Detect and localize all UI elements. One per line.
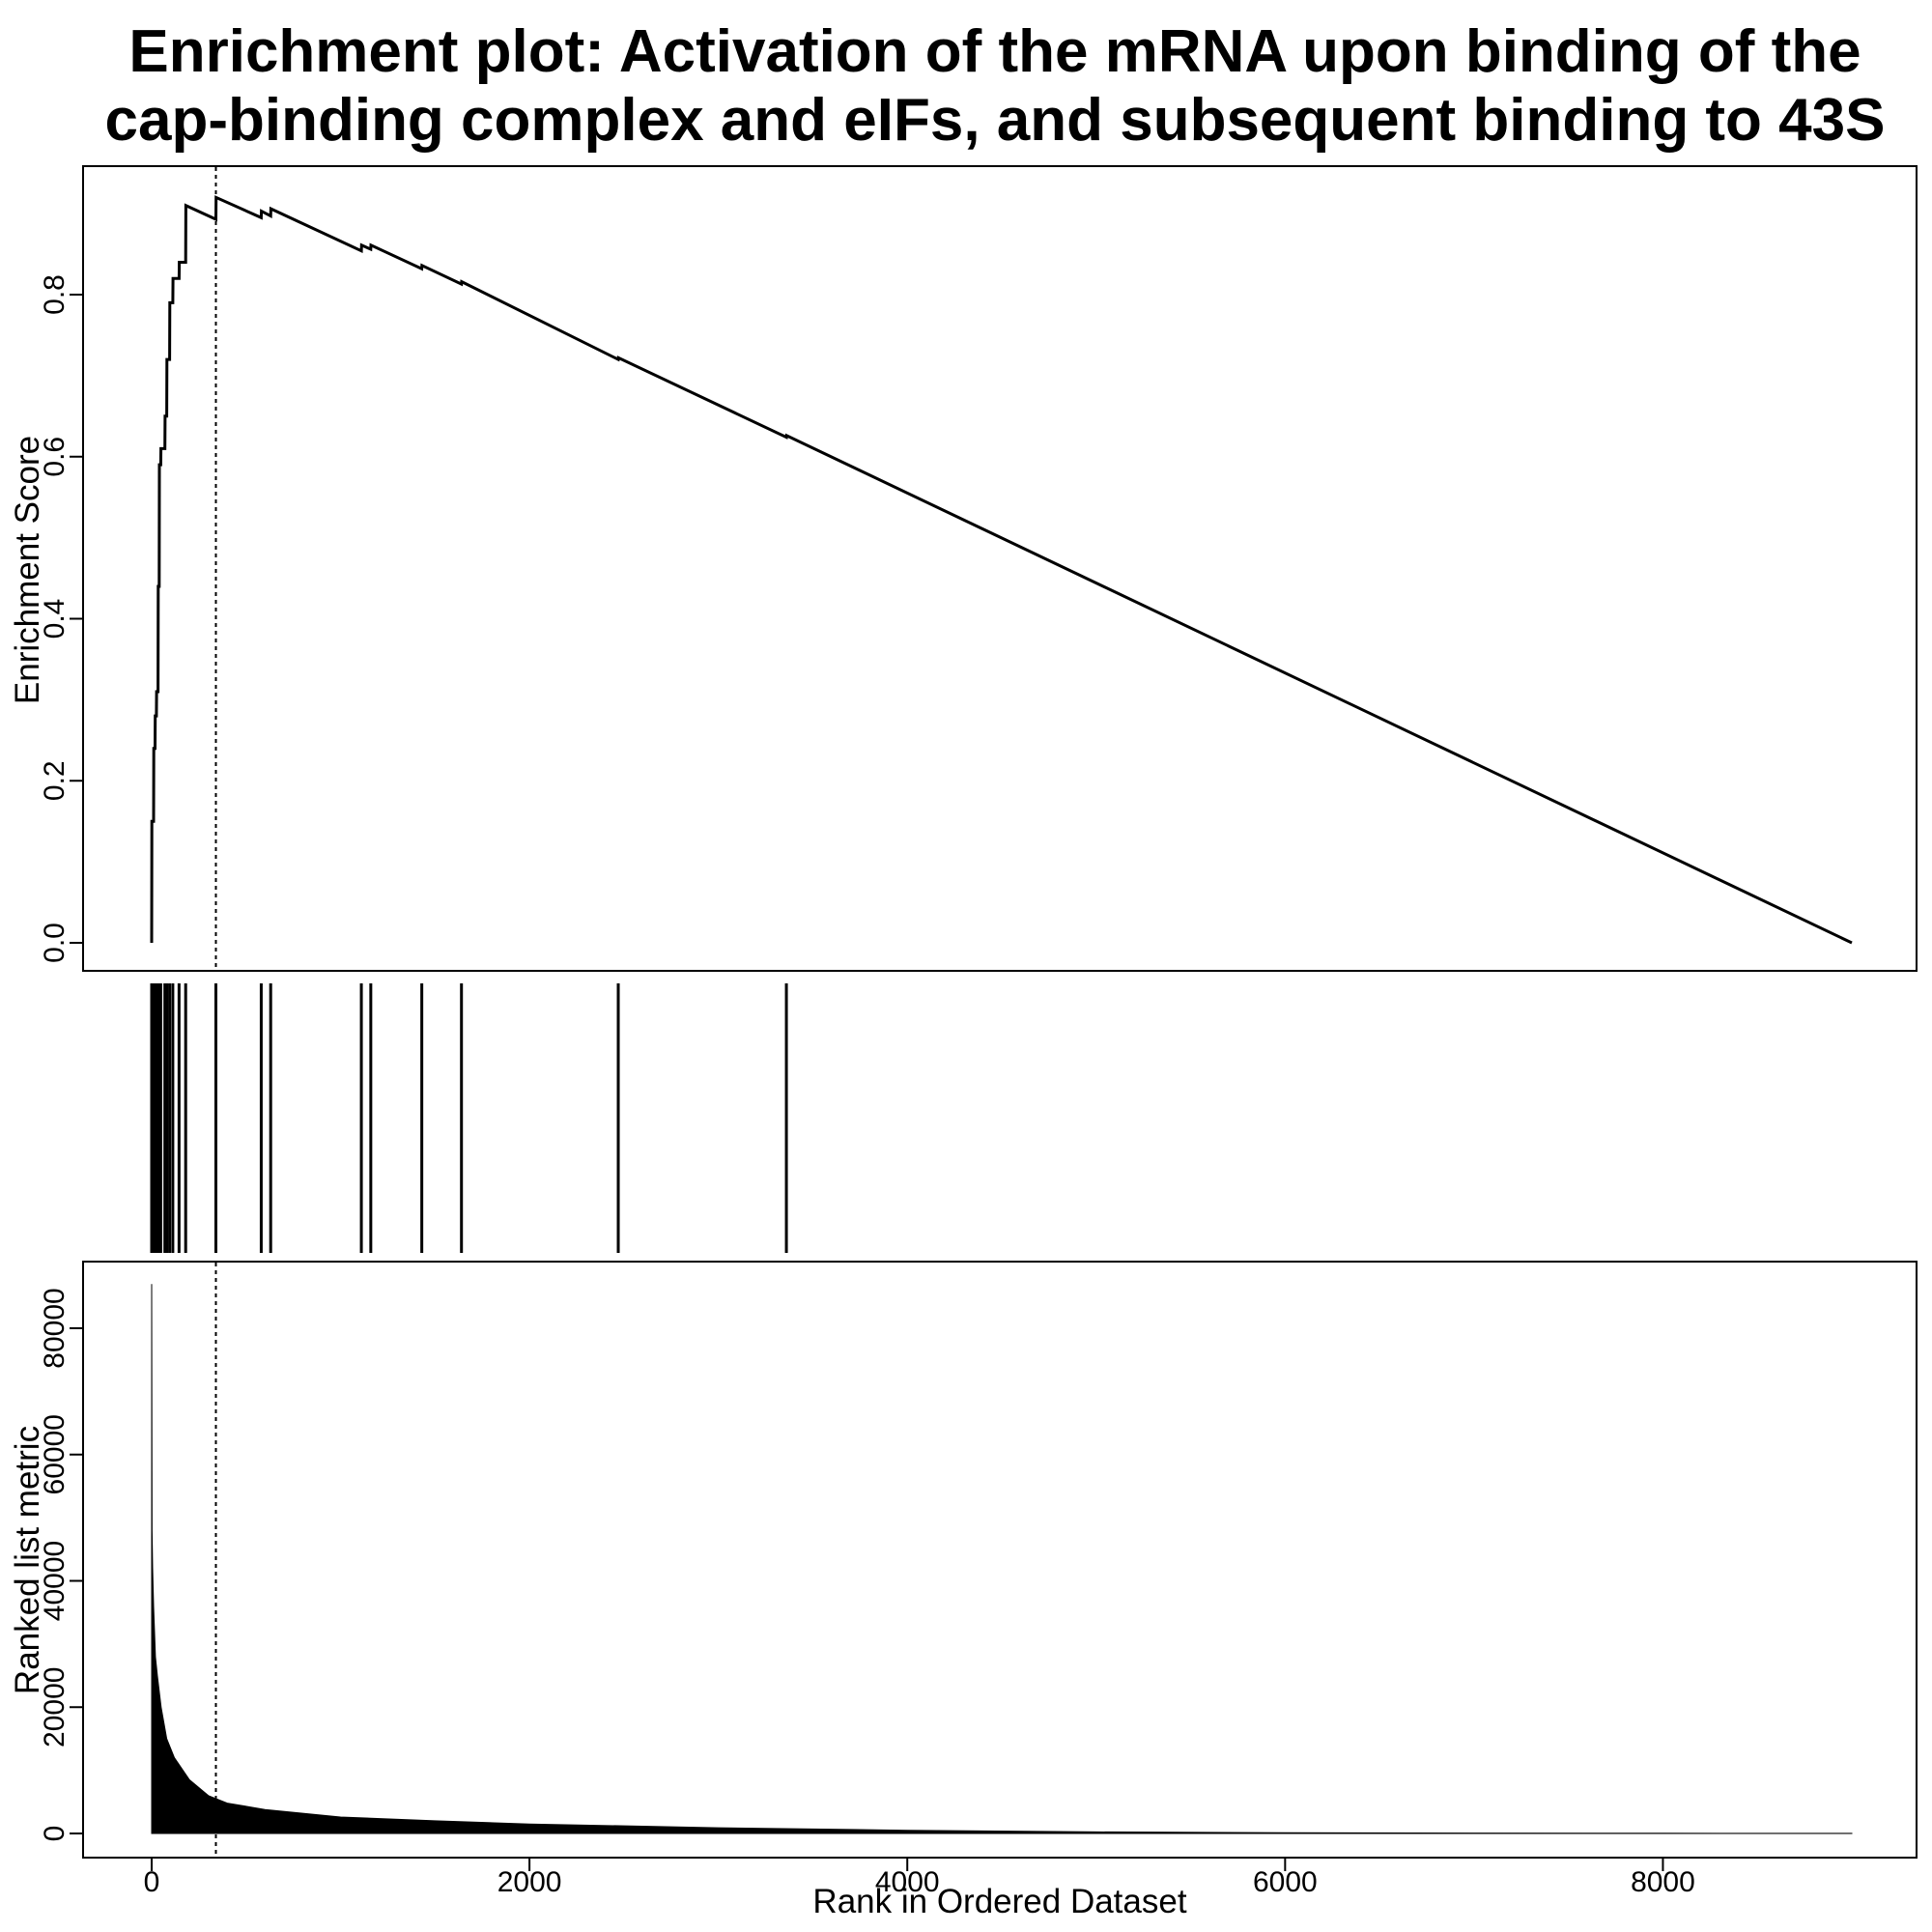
- ranked-metric-y-tick-label: 20000: [39, 1667, 71, 1747]
- rank-x-tick-label: 8000: [1631, 1866, 1695, 1898]
- enrichment-y-tick-label: 0.6: [39, 437, 71, 477]
- enrichment-score-curve: [150, 195, 1853, 945]
- ranked-panel-frame: [82, 1261, 1918, 1859]
- rank-x-tick-label: 4000: [875, 1866, 940, 1898]
- enrichment-y-axis: 0.0 0.2 0.4 0.6 0.8: [39, 274, 83, 963]
- rank-x-tick-label: 0: [144, 1866, 160, 1898]
- enrichment-score-panel: 0.0 0.2 0.4 0.6 0.8 Enrichment Score: [9, 165, 1918, 972]
- enrichment-y-tick-label: 0.0: [39, 923, 71, 963]
- ranked-metric-area: [151, 1284, 1853, 1834]
- ranked-metric-y-tick-label: 40000: [39, 1541, 71, 1621]
- ranked-metric-y-tick-label: 0: [39, 1826, 71, 1842]
- ranked-metric-y-tick-label: 60000: [39, 1414, 71, 1494]
- rank-x-tick-label: 6000: [1253, 1866, 1318, 1898]
- rank-x-axis: 0 2000 4000 6000 8000: [144, 1858, 1695, 1898]
- rank-x-tick-label: 2000: [497, 1866, 562, 1898]
- chart-title-line-2: cap-binding complex and eIFs, and subseq…: [105, 87, 1886, 154]
- ranked-metric-y-axis: 0 20000 40000 60000 80000: [39, 1288, 83, 1841]
- chart-title-line-1: Enrichment plot: Activation of the mRNA …: [128, 18, 1861, 85]
- enrichment-y-tick-label: 0.4: [39, 599, 71, 639]
- x-axis-label: Rank in Ordered Dataset: [812, 1883, 1186, 1920]
- gene-hit-ticks-panel: [150, 983, 788, 1253]
- enrichment-y-tick-label: 0.8: [39, 274, 71, 315]
- enrichment-y-tick-label: 0.2: [39, 760, 71, 801]
- ranked-metric-y-tick-label: 80000: [39, 1288, 71, 1368]
- enrichment-panel-frame: [82, 165, 1918, 972]
- ranked-metric-y-axis-label: Ranked list metric: [9, 1426, 46, 1694]
- enrichment-y-axis-label: Enrichment Score: [9, 436, 46, 704]
